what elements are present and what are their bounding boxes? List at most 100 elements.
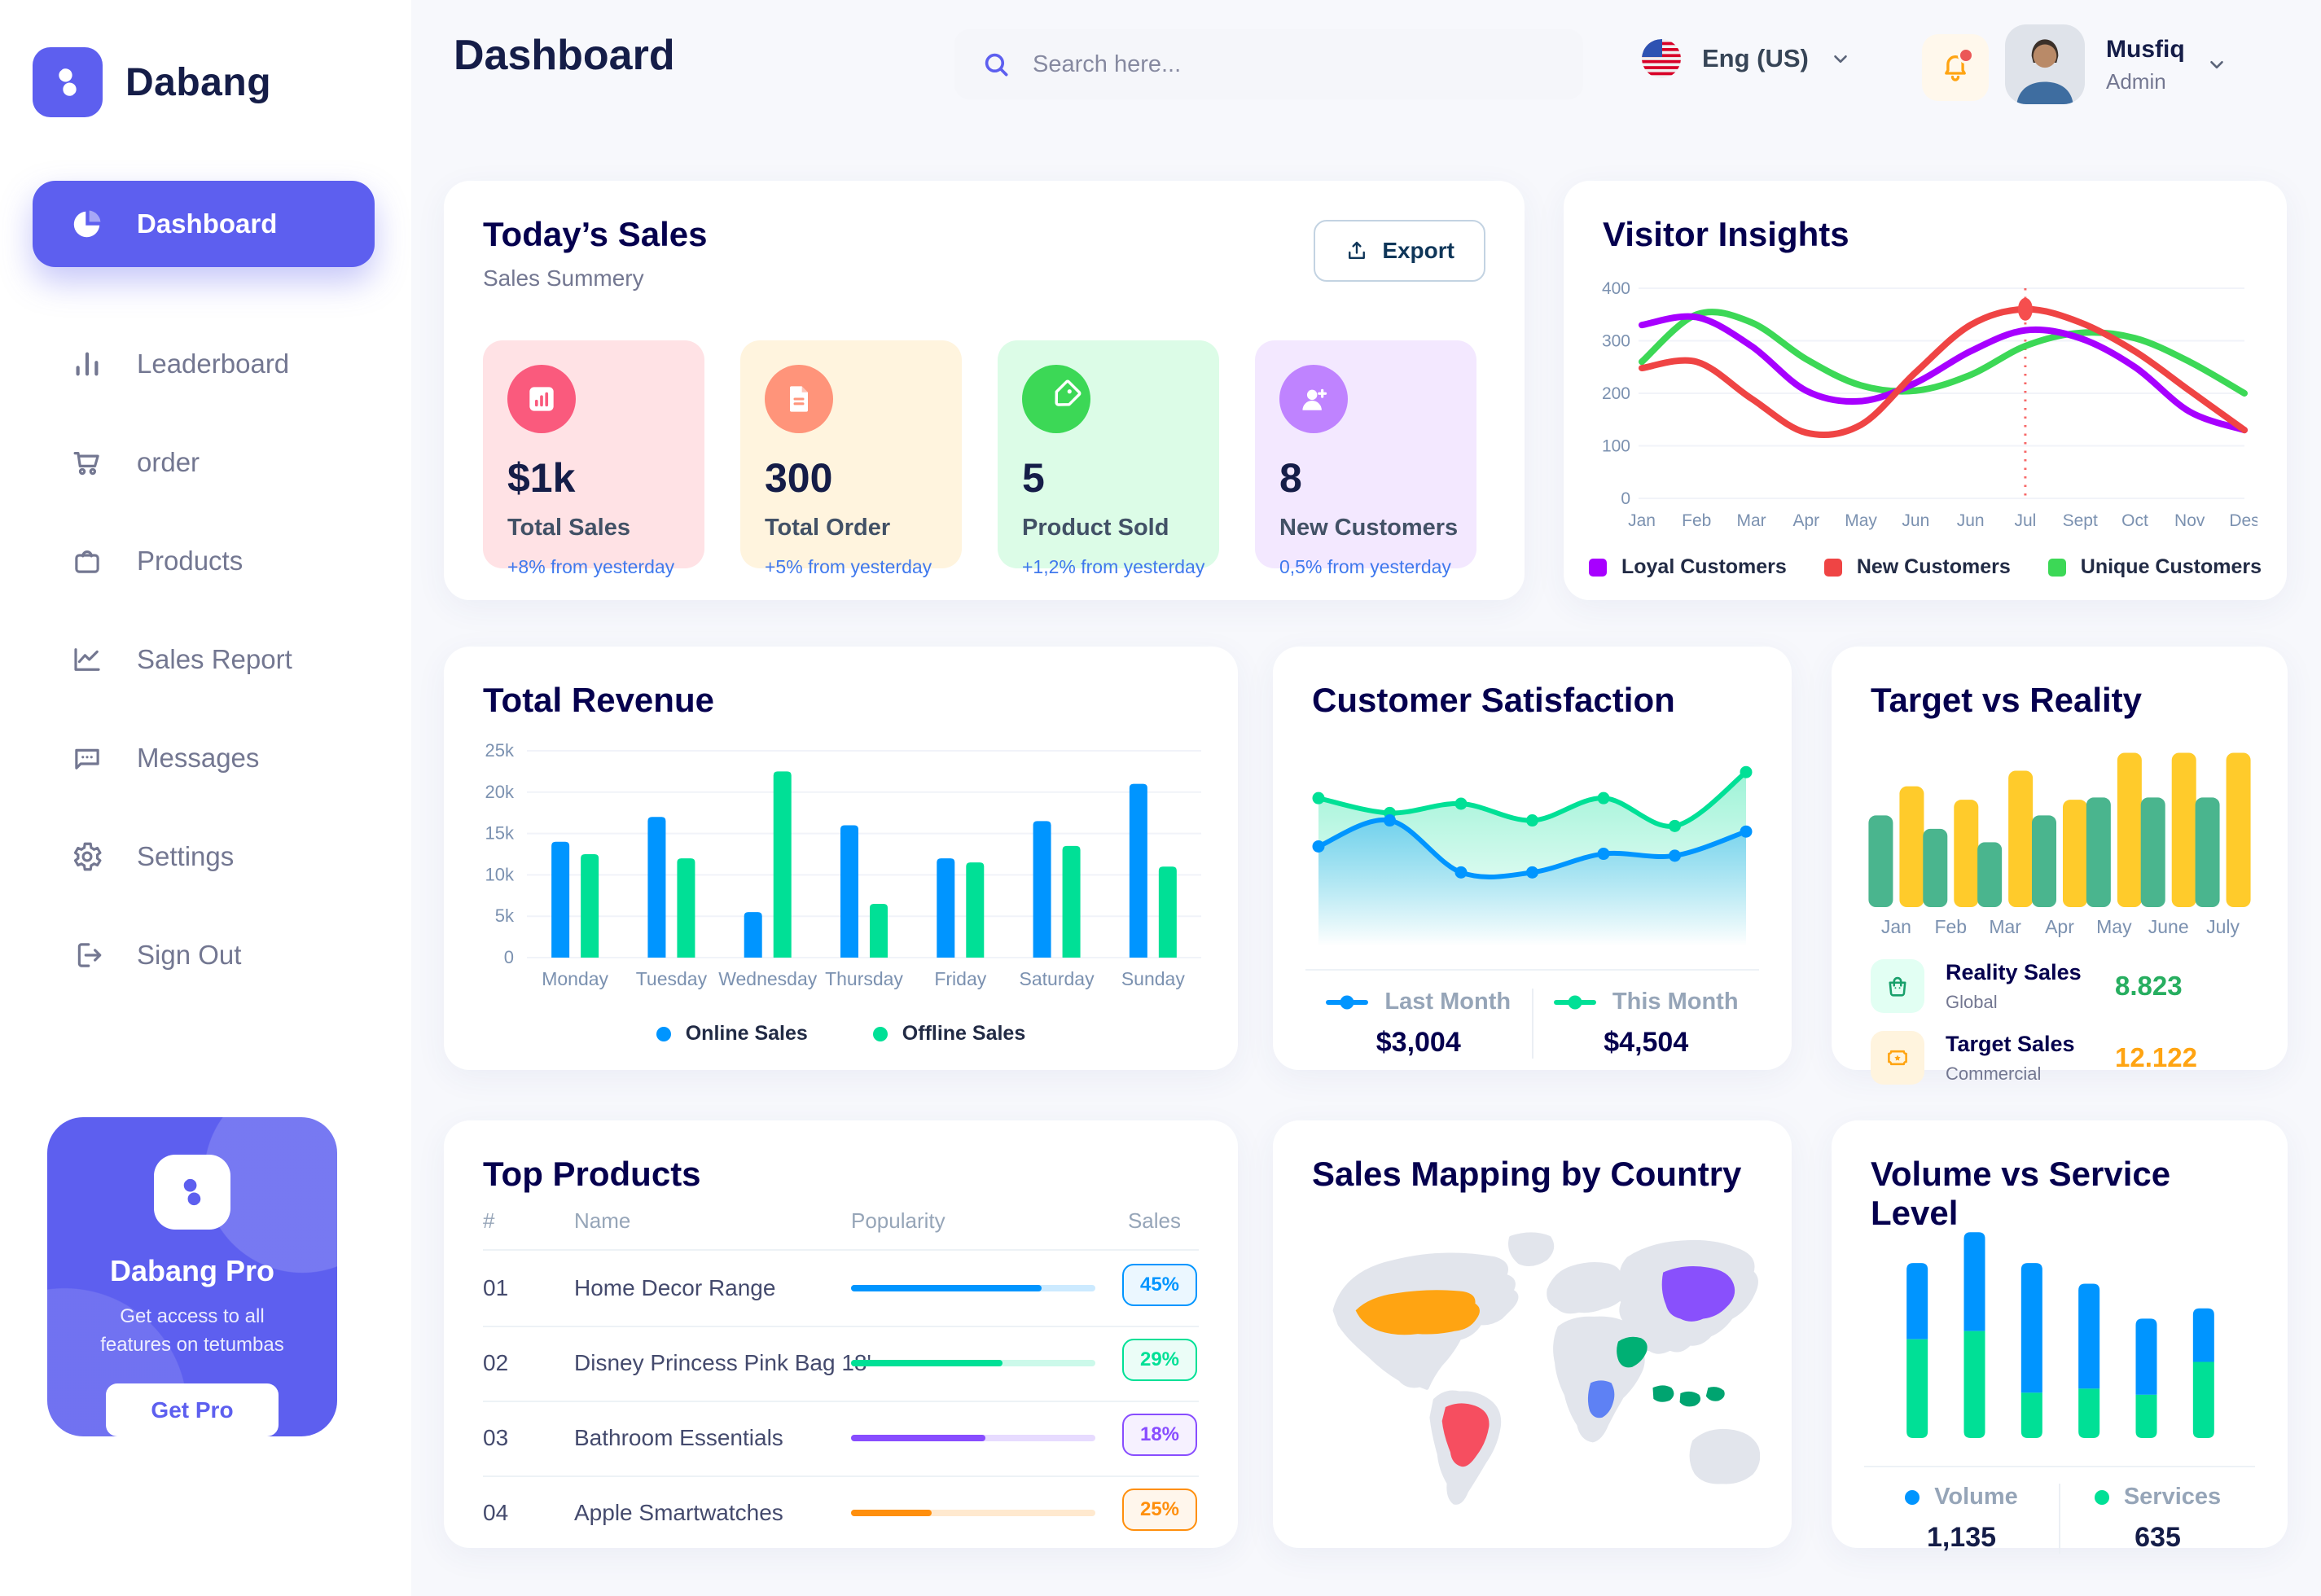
- brand: Dabang: [33, 47, 271, 117]
- summary-label: New Customers: [1279, 515, 1459, 541]
- svg-text:15k: 15k: [485, 823, 515, 844]
- legend-swatch: [1326, 999, 1369, 1005]
- chevron-down-icon: [1830, 48, 1851, 69]
- sidebar-item-products[interactable]: Products: [33, 531, 375, 591]
- svg-text:Feb: Feb: [1682, 511, 1711, 530]
- sidebar-item-messages[interactable]: Messages: [33, 728, 375, 788]
- legend-value: 12.122: [2115, 1042, 2197, 1072]
- sidebar-item-leaderboard[interactable]: Leaderboard: [33, 334, 375, 394]
- svg-text:Apr: Apr: [2045, 916, 2074, 937]
- doc-icon: [765, 365, 833, 433]
- legend-divider: [2059, 1484, 2060, 1554]
- svg-text:Jul: Jul: [2014, 511, 2036, 530]
- customer-satisfaction-title: Customer Satisfaction: [1312, 681, 1675, 719]
- gear-icon: [70, 840, 104, 874]
- product-row-03[interactable]: 03 Bathroom Essentials 18%: [483, 1401, 1199, 1475]
- summary-label: Total Sales: [507, 515, 630, 541]
- legend-value: $3,004: [1375, 1027, 1461, 1058]
- sidebar-item-order[interactable]: order: [33, 432, 375, 493]
- product-rank: 01: [483, 1275, 509, 1300]
- bag-green-icon: [1871, 959, 1924, 1013]
- summary-label: Product Sold: [1022, 515, 1169, 541]
- total-revenue-legend: Online Sales Offline Sales: [444, 1022, 1238, 1046]
- todays-sales-subtitle: Sales Summery: [483, 265, 644, 291]
- svg-text:Jan: Jan: [1628, 511, 1656, 530]
- legend-item-reality-sales: Reality Sales Global 8.823: [1871, 959, 2183, 1013]
- legend-value: 8.823: [2115, 971, 2183, 1001]
- visitor-insights-chart: 0 100 200 300 400 Jan Feb Mar Apr May Jun Jun Jul Sep…: [1602, 279, 2257, 530]
- country-brazil: [1441, 1403, 1490, 1467]
- avatar: [2005, 24, 2085, 104]
- svg-text:Oct: Oct: [2121, 511, 2148, 530]
- export-button[interactable]: Export: [1314, 220, 1485, 282]
- sales-badge: 25%: [1122, 1489, 1197, 1531]
- get-pro-button[interactable]: Get Pro: [106, 1383, 279, 1436]
- sidebar-item-sign-out[interactable]: Sign Out: [33, 925, 375, 985]
- summary-delta: +8% from yesterday: [507, 556, 675, 577]
- svg-text:May: May: [1845, 511, 1877, 530]
- svg-text:Jun: Jun: [1957, 511, 1985, 530]
- summary-card-product-sold: 5 Product Sold +1,2% from yesterday: [998, 340, 1219, 577]
- total-revenue-title: Total Revenue: [483, 681, 714, 719]
- export-icon: [1349, 241, 1366, 259]
- sales-badge: 45%: [1122, 1264, 1197, 1306]
- target-vs-reality-chart: Jan Feb Mar Apr May June July: [1868, 752, 2251, 937]
- product-row-01[interactable]: 01 Home Decor Range 45%: [483, 1251, 1199, 1326]
- top-products-header: # Name Popularity Sales: [483, 1208, 1181, 1233]
- chevron-down-icon: [2206, 54, 2227, 75]
- bell-icon: [1945, 55, 1966, 81]
- todays-sales-card: Today’s Sales Sales Summery Export $1k To…: [444, 181, 1525, 600]
- ticket-orange-icon: [1871, 1031, 1924, 1085]
- volume-vs-service-legend: Volume 1,135 Services 635: [1864, 1484, 2255, 1554]
- divider: [483, 1326, 1199, 1327]
- sales-badge: 18%: [1122, 1414, 1197, 1456]
- svg-text:Des: Des: [2229, 511, 2257, 530]
- customer-satisfaction-legend: Last Month $3,004 This Month $4,504: [1305, 989, 1759, 1059]
- summary-delta: +1,2% from yesterday: [1022, 556, 1205, 577]
- total-revenue-chart: 0 5k 10k 15k 20k 25k Monday Tuesday Wednesday Thu…: [485, 743, 1201, 989]
- svg-text:Saturday: Saturday: [1020, 968, 1095, 989]
- popularity-fill: [851, 1285, 1042, 1291]
- continent-greenland: [1508, 1232, 1555, 1267]
- search-bar[interactable]: [954, 29, 1583, 99]
- summary-value: $1k: [507, 455, 576, 501]
- todays-sales-title: Today’s Sales: [483, 215, 708, 253]
- country-united-states: [1355, 1290, 1480, 1335]
- popularity-bar: [851, 1285, 1095, 1291]
- brand-name: Dabang: [125, 60, 272, 104]
- product-row-02[interactable]: 02 Disney Princess Pink Bag 18' 29%: [483, 1326, 1199, 1401]
- summary-delta: +5% from yesterday: [765, 556, 932, 577]
- legend-item-loyal-customers: Loyal Customers: [1588, 555, 1787, 579]
- popularity-fill: [851, 1435, 985, 1441]
- legend-item-this-month: This Month $4,504: [1533, 989, 1760, 1059]
- us-flag-icon: [1642, 39, 1681, 78]
- legend-divider: [1531, 989, 1533, 1059]
- svg-text:Mar: Mar: [1736, 511, 1766, 530]
- product-name: Bathroom Essentials: [574, 1425, 783, 1450]
- continent-europe: [1547, 1261, 1627, 1314]
- sidebar-item-sales-report[interactable]: Sales Report: [33, 629, 375, 690]
- sidebar: Dabang Dashboard Leaderboard order Products…: [0, 0, 411, 1596]
- legend-item-services: Services 635: [2060, 1484, 2255, 1554]
- sign-out-icon: [70, 938, 104, 972]
- product-row-04[interactable]: 04 Apple Smartwatches 25%: [483, 1475, 1199, 1550]
- legend-swatch: [1553, 999, 1596, 1005]
- summary-delta: 0,5% from yesterday: [1279, 556, 1451, 577]
- legend-item-target-sales: Target Sales Commercial 12.122: [1871, 1031, 2197, 1085]
- popularity-bar: [851, 1435, 1095, 1441]
- svg-text:0: 0: [504, 947, 514, 967]
- profile-role: Admin: [2106, 68, 2166, 94]
- summary-value: 8: [1279, 455, 1302, 501]
- search-input[interactable]: [1031, 50, 1523, 79]
- language-selector[interactable]: Eng (US): [1642, 39, 1851, 78]
- sidebar-item-settings[interactable]: Settings: [33, 826, 375, 887]
- legend-swatch: [872, 1026, 888, 1041]
- search-icon: [985, 53, 1008, 77]
- summary-value: 300: [765, 455, 833, 501]
- profile-menu[interactable]: Musfiq Admin: [2005, 24, 2227, 104]
- notifications-button[interactable]: [1922, 34, 1989, 101]
- legend-item-last-month: Last Month $3,004: [1305, 989, 1532, 1059]
- product-name: Apple Smartwatches: [574, 1500, 783, 1525]
- top-products-title: Top Products: [483, 1155, 701, 1193]
- sidebar-item-dashboard[interactable]: Dashboard: [33, 181, 375, 267]
